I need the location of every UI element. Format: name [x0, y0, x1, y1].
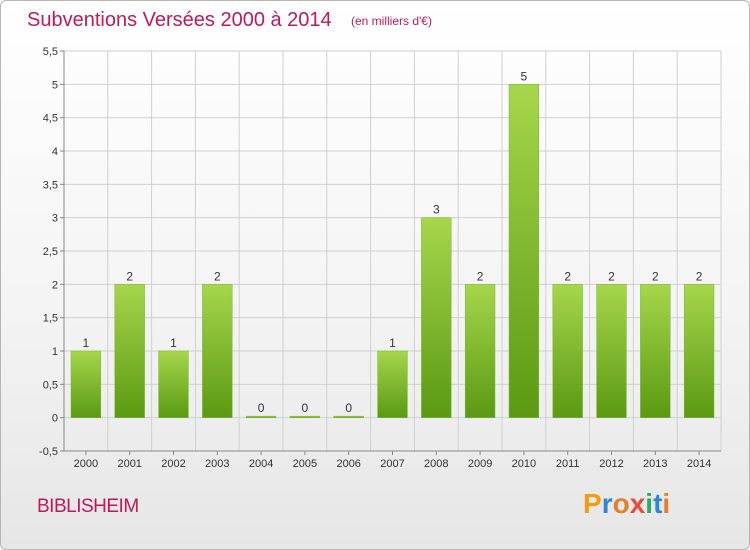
x-tick-label: 2005 — [293, 458, 317, 470]
y-tick-label: 3 — [52, 213, 58, 225]
x-tick-label: 2003 — [205, 458, 229, 470]
chart-subtitle: (en milliers d'€) — [351, 14, 432, 28]
x-tick-label: 2000 — [74, 458, 98, 470]
bar — [421, 217, 452, 418]
y-tick-label: 3,5 — [43, 179, 58, 191]
bar — [245, 415, 277, 418]
y-tick-label: 2,5 — [43, 246, 58, 258]
y-tick-label: 0 — [52, 413, 58, 425]
y-tick-label: 1 — [52, 346, 58, 358]
brand-letter: t — [653, 488, 663, 519]
bar-value-label: 1 — [389, 336, 396, 350]
bar-value-label: 2 — [477, 269, 484, 283]
brand-letter: x — [629, 488, 646, 519]
bar — [464, 284, 496, 418]
x-tick-label: 2010 — [512, 458, 536, 470]
x-tick-label: 2007 — [380, 458, 404, 470]
bar-value-label: 2 — [608, 269, 615, 283]
bar — [377, 350, 408, 418]
x-tick-label: 2011 — [556, 458, 580, 470]
y-tick-label: 5 — [52, 79, 58, 91]
bar — [289, 415, 321, 418]
brand-letter: i — [645, 488, 654, 519]
x-tick-label: 2012 — [599, 458, 623, 470]
x-tick-label: 2013 — [643, 458, 667, 470]
brand-letter: r — [601, 488, 613, 519]
bar — [508, 84, 540, 418]
bar — [333, 415, 364, 418]
bar-value-label: 2 — [564, 269, 571, 283]
bar-value-label: 2 — [652, 269, 659, 283]
bar — [683, 284, 715, 418]
x-tick-label: 2004 — [249, 458, 273, 470]
bar-value-label: 1 — [170, 336, 177, 350]
brand-logo: Proxiti — [583, 488, 670, 520]
bar — [158, 350, 189, 418]
x-tick-label: 2006 — [336, 458, 360, 470]
bar — [552, 284, 583, 418]
x-tick-label: 2002 — [161, 458, 185, 470]
x-tick-label: 2008 — [424, 458, 448, 470]
brand-letter: o — [612, 488, 630, 519]
commune-name: BIBLISHEIM — [37, 496, 139, 517]
y-tick-label: 0,5 — [43, 379, 58, 391]
y-tick-label: 4 — [52, 146, 58, 158]
bar — [70, 350, 102, 418]
bar — [202, 284, 233, 418]
bar — [640, 284, 671, 418]
bar-value-label: 1 — [83, 336, 90, 350]
bar-value-label: 5 — [521, 69, 528, 83]
y-tick-label: 1,5 — [43, 313, 58, 325]
x-tick-label: 2014 — [687, 458, 711, 470]
brand-letter: i — [662, 488, 671, 519]
bar — [596, 284, 627, 418]
x-tick-label: 2001 — [117, 458, 141, 470]
bar-value-label: 2 — [696, 269, 703, 283]
y-tick-label: 4,5 — [43, 113, 58, 125]
y-tick-label: 5,5 — [43, 46, 58, 58]
y-tick-label: 2 — [52, 279, 58, 291]
x-tick-label: 2009 — [468, 458, 492, 470]
bar — [114, 284, 145, 418]
bar-value-label: 2 — [214, 269, 221, 283]
brand-letter: P — [583, 488, 602, 519]
bar-value-label: 2 — [126, 269, 133, 283]
chart-title: Subventions Versées 2000 à 2014 — [27, 9, 332, 31]
bar-value-label: 0 — [302, 401, 309, 415]
y-tick-label: -0,5 — [39, 446, 58, 458]
bar-value-label: 0 — [258, 401, 265, 415]
bar-value-label: 0 — [345, 401, 352, 415]
bar-value-label: 3 — [433, 203, 440, 217]
